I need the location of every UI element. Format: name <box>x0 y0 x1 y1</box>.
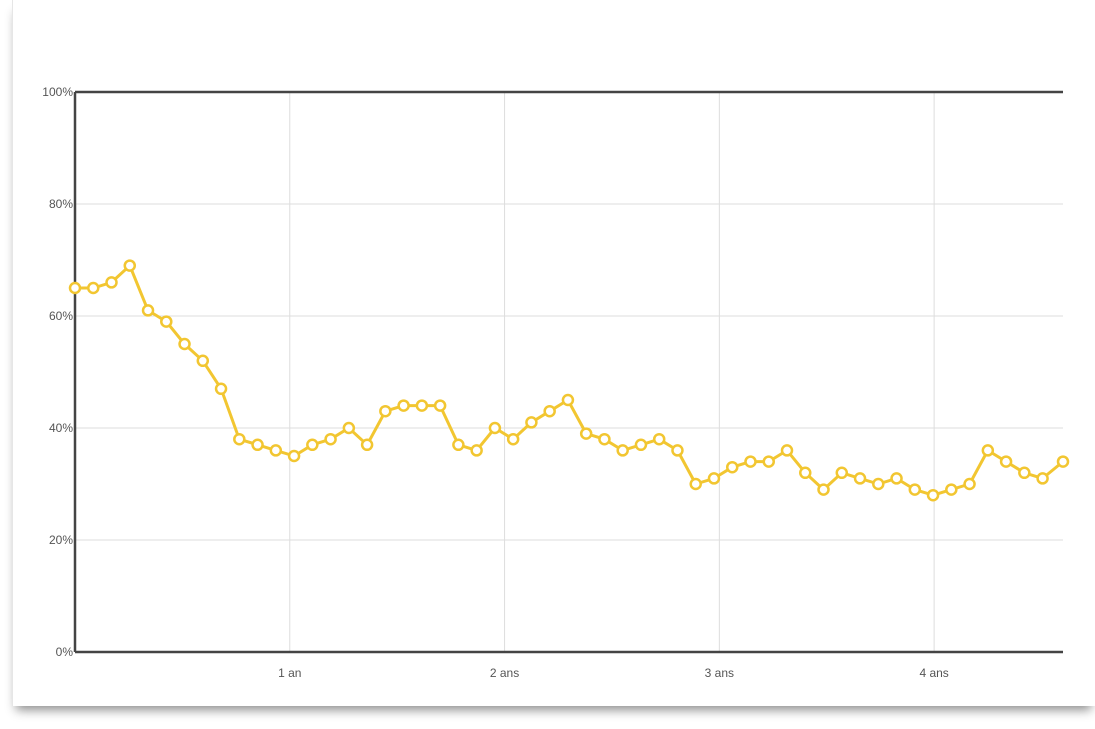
data-series <box>68 259 1070 502</box>
data-point <box>744 455 757 468</box>
data-point <box>178 337 191 351</box>
chart-card: 0% 20% 40% 60% 80% 100% 1 an 2 ans 3 ans 4 ans <box>12 0 1095 706</box>
y-tick-label: 0% <box>56 645 74 659</box>
data-point <box>525 416 538 429</box>
data-point <box>342 421 356 435</box>
data-point <box>415 399 429 412</box>
data-point <box>360 438 374 452</box>
data-point <box>707 472 721 485</box>
data-point <box>945 483 958 496</box>
data-point <box>999 455 1013 468</box>
data-point <box>68 281 82 295</box>
data-point <box>470 444 483 457</box>
y-tick-label: 100% <box>42 85 73 99</box>
series-line <box>75 264 1064 497</box>
data-point <box>160 315 173 328</box>
data-point <box>872 477 885 491</box>
data-point <box>762 455 775 468</box>
grid-lines <box>75 92 1063 652</box>
y-tick-label: 40% <box>49 421 73 435</box>
data-point <box>269 444 283 457</box>
data-point <box>926 488 940 502</box>
data-point <box>598 432 611 446</box>
x-axis-tick-labels: 1 an 2 ans 3 ans 4 ans <box>278 666 949 680</box>
data-point <box>671 444 684 457</box>
x-tick-label: 4 ans <box>919 666 948 680</box>
y-tick-label: 20% <box>49 533 73 547</box>
data-point <box>233 432 246 446</box>
data-point <box>561 393 575 407</box>
data-point <box>1018 466 1031 480</box>
data-point <box>981 444 995 457</box>
data-point <box>652 432 666 446</box>
data-point <box>890 472 903 485</box>
data-point <box>543 404 556 418</box>
x-tick-label: 2 ans <box>490 666 519 680</box>
data-point <box>506 432 520 446</box>
data-point <box>1056 455 1070 468</box>
data-point <box>799 466 812 480</box>
data-point <box>579 427 593 440</box>
line-chart: 0% 20% 40% 60% 80% 100% 1 an 2 ans 3 ans 4 ans <box>42 85 1070 680</box>
y-tick-label: 80% <box>49 197 73 211</box>
data-point <box>379 404 392 418</box>
data-point <box>1036 472 1049 485</box>
data-point <box>488 421 502 435</box>
data-point <box>397 399 410 412</box>
data-point <box>214 382 228 396</box>
data-point <box>616 444 629 457</box>
data-point <box>196 354 210 368</box>
data-point <box>141 304 155 317</box>
data-point <box>105 276 118 289</box>
data-point <box>251 438 264 452</box>
data-point <box>689 477 702 491</box>
data-point <box>123 259 137 272</box>
data-point <box>725 460 739 474</box>
data-point <box>452 438 465 452</box>
data-point <box>433 399 447 412</box>
data-point <box>908 483 922 496</box>
y-tick-label: 60% <box>49 309 73 323</box>
y-axis-tick-labels: 0% 20% 40% 60% 80% 100% <box>42 85 73 659</box>
x-tick-label: 3 ans <box>705 666 734 680</box>
data-point <box>634 438 648 452</box>
data-point <box>835 466 849 480</box>
data-point <box>963 477 976 491</box>
data-point <box>853 472 867 485</box>
data-point <box>306 438 319 452</box>
data-point <box>87 281 100 295</box>
axes <box>73 90 1063 654</box>
x-tick-label: 1 an <box>278 666 301 680</box>
data-point <box>287 449 301 463</box>
data-point <box>817 483 830 496</box>
data-point <box>780 444 794 457</box>
data-point <box>324 432 337 446</box>
